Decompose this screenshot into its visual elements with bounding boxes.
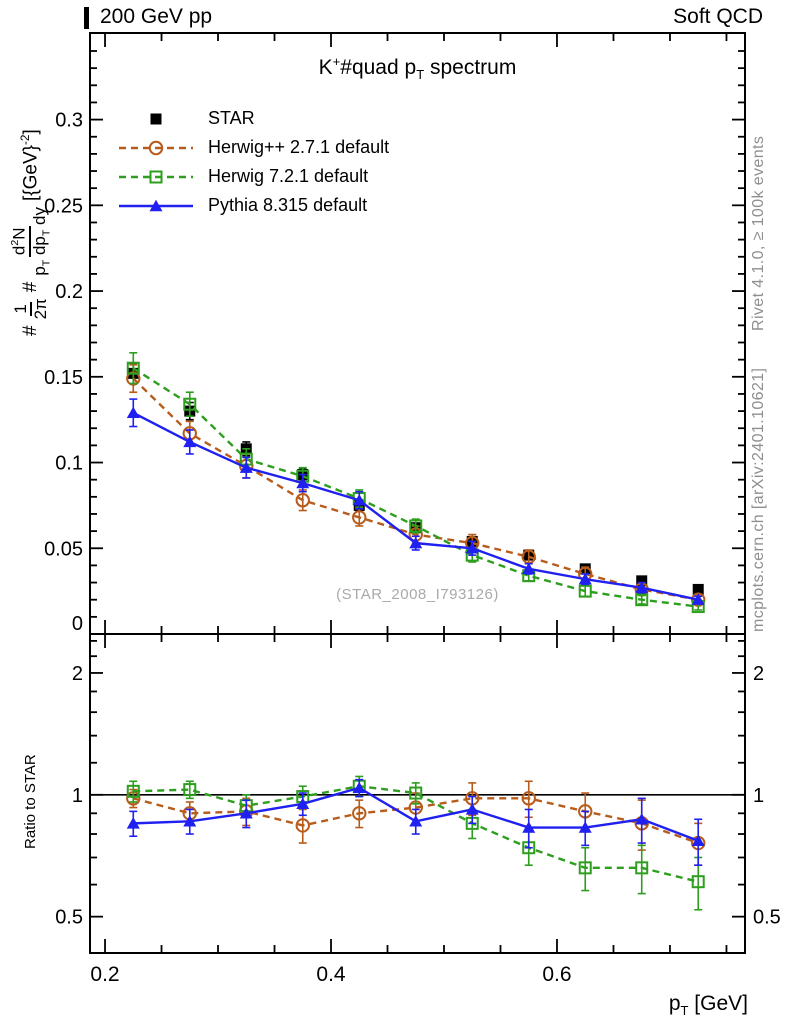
svg-text:0.2: 0.2 xyxy=(90,963,119,986)
plot-title-sub: T xyxy=(416,67,425,83)
beam-energy-label: 200 GeV pp xyxy=(100,5,213,28)
ratio-panel: 0.2 0.4 0.6 0.5 0.5 1 1 2 2 xyxy=(55,633,781,986)
legend-item-pythia: Pythia 8.315 default xyxy=(116,191,389,220)
plot-title-mid: #quad p xyxy=(340,56,417,79)
ylabel-frac-one-over-2pi: 1 2π xyxy=(11,298,50,320)
svg-text:1: 1 xyxy=(72,785,83,807)
svg-text:0.6: 0.6 xyxy=(542,963,571,986)
svg-text:0.4: 0.4 xyxy=(316,963,346,986)
series-herwig-7-2-1-default xyxy=(126,351,705,614)
svg-text:1: 1 xyxy=(753,785,764,807)
legend-item-herwig7: Herwig 7.2.1 default xyxy=(116,162,389,191)
series-pythia-8-315-default xyxy=(126,778,705,866)
y-axis-label-main: # 1 2π # d2N pT dpT dy [{GeV}-2] xyxy=(9,129,52,336)
rivet-version-note: Rivet 4.1.0, ≥ 100k events xyxy=(750,135,767,331)
series-herwig-7-2-1-default xyxy=(126,775,705,911)
plot-title-rest: spectrum xyxy=(424,56,517,79)
svg-text:2: 2 xyxy=(72,663,83,685)
ylabel-hash1: # xyxy=(19,325,41,336)
legend-marker-open-square-icon xyxy=(119,170,193,183)
svg-text:0: 0 xyxy=(72,613,83,635)
legend: STAR Herwig++ 2.7.1 default Herwig 7.2.1… xyxy=(116,104,389,220)
svg-text:0.2: 0.2 xyxy=(55,281,83,303)
legend-marker-filled-triangle-icon xyxy=(119,199,193,211)
svg-text:0.1: 0.1 xyxy=(55,453,83,475)
legend-label: Pythia 8.315 default xyxy=(208,195,368,215)
svg-text:0.3: 0.3 xyxy=(55,110,83,132)
legend-label: Herwig++ 2.7.1 default xyxy=(208,137,390,157)
y-axis-label-ratio: Ratio to STAR xyxy=(22,754,39,849)
analysis-id-watermark: (STAR_2008_I793126) xyxy=(336,586,499,603)
legend-marker-filled-square-icon xyxy=(150,113,162,124)
series-pythia-8-315-default xyxy=(126,398,705,605)
x-axis-label: pT [GeV] xyxy=(668,992,748,1019)
legend-label: STAR xyxy=(208,108,255,128)
ylabel-hash2: # xyxy=(19,281,41,293)
legend-item-star: STAR xyxy=(116,104,389,133)
ylabel-numerator: d2N xyxy=(9,225,31,258)
plot-title-sup: + xyxy=(332,54,341,69)
frame-artifact-mark xyxy=(84,7,89,29)
svg-text:2: 2 xyxy=(753,663,764,685)
process-group-label: Soft QCD xyxy=(673,5,763,28)
svg-text:0.5: 0.5 xyxy=(55,907,83,929)
series-herwig-2-7-1-default xyxy=(126,363,706,607)
mcplots-arxiv-note: mcplots.cern.ch [arXiv:2401.10621] xyxy=(750,367,767,632)
legend-marker-open-circle-icon xyxy=(119,140,193,155)
svg-text:0.05: 0.05 xyxy=(44,538,83,560)
legend-item-herwigpp: Herwig++ 2.7.1 default xyxy=(116,133,389,162)
main-panel: 0 0.05 0.1 0.15 0.2 0.25 0.3 xyxy=(44,32,746,635)
ylabel-denominator: pT dpT dy xyxy=(29,206,52,276)
ylabel-frac-d2n: d2N pT dpT dy xyxy=(9,206,52,277)
svg-text:0.25: 0.25 xyxy=(44,195,83,217)
series-star xyxy=(127,362,704,595)
ylabel-units: [{GeV}-2] xyxy=(19,129,42,201)
svg-text:0.15: 0.15 xyxy=(44,367,83,389)
plot-title: K+#quad pT spectrum xyxy=(90,54,745,82)
plot-title-text: K xyxy=(318,56,333,79)
svg-text:0.5: 0.5 xyxy=(753,907,781,929)
legend-label: Herwig 7.2.1 default xyxy=(208,166,369,186)
